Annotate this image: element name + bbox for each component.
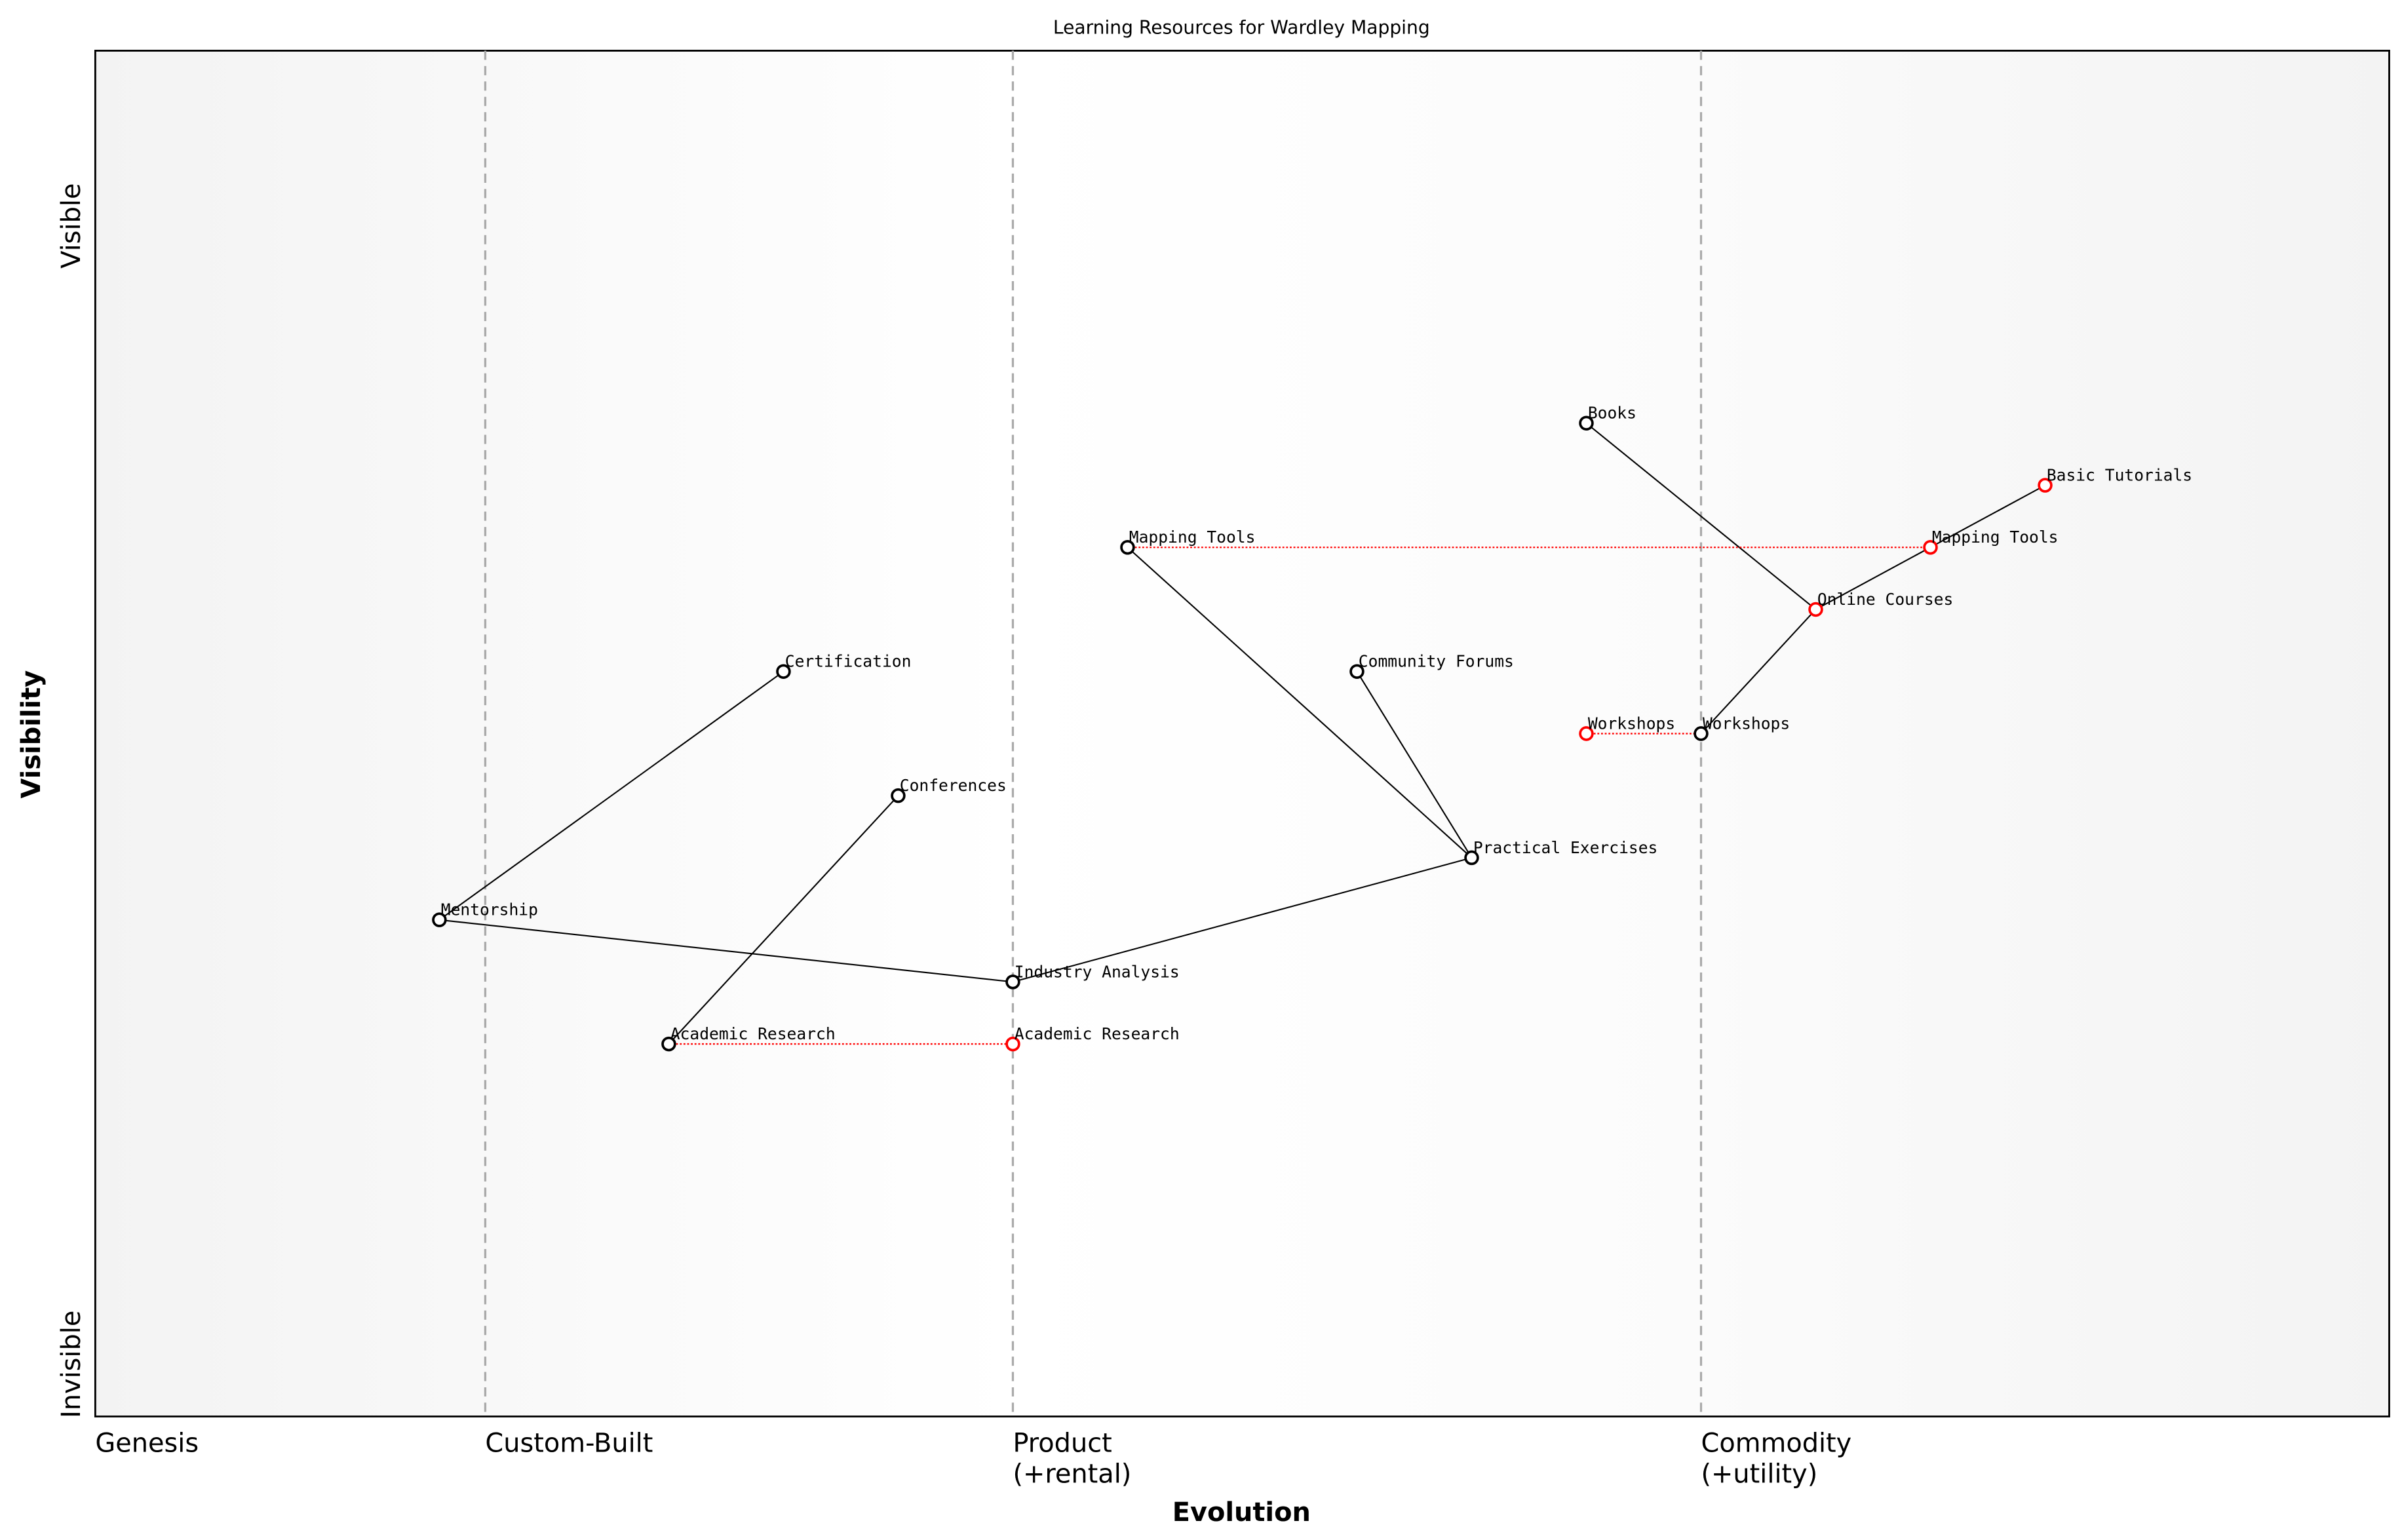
dependency-link	[668, 795, 899, 1045]
y-label-invisible: Invisible	[56, 1311, 87, 1418]
chart-title: Learning Resources for Wardley Mapping	[1053, 17, 1430, 39]
dependency-link	[1585, 422, 1817, 610]
node-marker-industry	[1005, 974, 1020, 990]
dependency-link	[1013, 857, 1472, 983]
y-label-visible: Visible	[56, 183, 87, 269]
node-label-maptools_e: Mapping Tools	[1932, 528, 2059, 547]
node-label-maptools: Mapping Tools	[1129, 528, 1256, 547]
node-marker-online	[1808, 602, 1823, 617]
node-label-conf: Conferences	[900, 776, 1007, 795]
dependency-link	[438, 670, 784, 921]
dependency-link	[1930, 484, 2046, 549]
node-marker-academic_e	[1005, 1036, 1020, 1052]
x-stage-label: Genesis	[95, 1428, 199, 1458]
dependency-link	[1127, 547, 1473, 858]
x-stage-sublabel: (+rental)	[1013, 1459, 1131, 1489]
node-label-industry: Industry Analysis	[1015, 962, 1180, 981]
node-label-online: Online Courses	[1817, 590, 1953, 609]
node-marker-forums	[1349, 664, 1365, 679]
node-marker-cert	[776, 664, 791, 679]
x-axis-title: Evolution	[1172, 1497, 1311, 1528]
dependency-link	[439, 919, 1013, 983]
x-stage-label: Custom-Built	[485, 1428, 653, 1458]
plot-area	[94, 49, 2390, 1417]
node-marker-practical	[1464, 850, 1479, 866]
node-marker-workshops_e	[1579, 726, 1594, 741]
dependency-link	[1700, 609, 1817, 735]
node-label-mentor: Mentorship	[441, 900, 538, 919]
x-stage-label: Commodity	[1701, 1428, 1852, 1458]
x-stage-label: Product	[1013, 1428, 1112, 1458]
node-label-forums: Community Forums	[1359, 652, 1514, 671]
node-label-books: Books	[1588, 404, 1636, 423]
dependency-link	[1815, 547, 1931, 610]
node-label-academic: Academic Research	[670, 1024, 836, 1043]
dependency-link	[1356, 671, 1473, 858]
node-marker-mentor	[432, 912, 447, 927]
node-label-academic_e: Academic Research	[1015, 1024, 1180, 1043]
node-marker-books	[1579, 415, 1594, 431]
x-stage-sublabel: (+utility)	[1701, 1459, 1818, 1489]
node-marker-maptools_e	[1923, 539, 1938, 555]
node-label-workshops: Workshops	[1703, 714, 1790, 733]
node-marker-maptools	[1120, 539, 1135, 555]
y-axis-title: Visibility	[16, 670, 47, 799]
node-marker-workshops	[1694, 726, 1709, 741]
node-label-basic: Basic Tutorials	[2047, 465, 2192, 484]
node-marker-academic	[661, 1036, 676, 1052]
node-marker-basic	[2038, 478, 2053, 493]
node-label-practical: Practical Exercises	[1473, 838, 1658, 857]
node-label-cert: Certification	[785, 652, 912, 671]
node-marker-conf	[891, 788, 906, 803]
node-label-workshops_e: Workshops	[1588, 714, 1675, 733]
